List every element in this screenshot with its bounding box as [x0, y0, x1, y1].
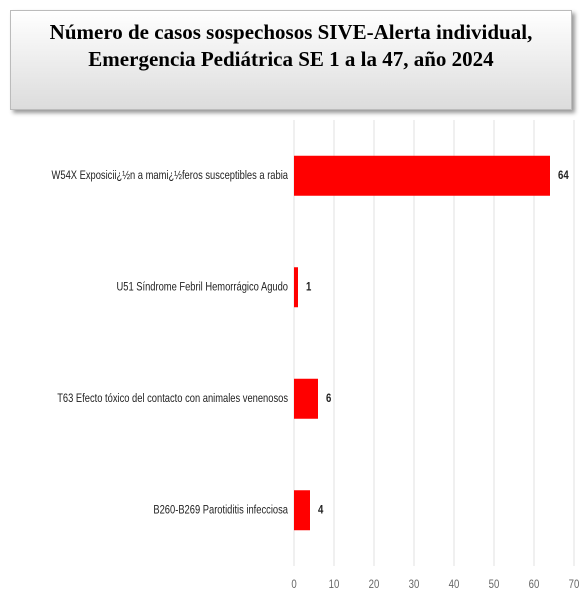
x-tick-group: 40: [449, 578, 460, 591]
x-tick-label: 20: [369, 578, 380, 591]
x-tick-group: 50: [489, 578, 500, 591]
value-label-group: 6: [326, 392, 331, 405]
x-tick-label: 70: [569, 578, 580, 591]
bar: [294, 378, 318, 419]
value-label-group: 4: [318, 503, 323, 516]
y-tick-group: W54X Exposicii¿½n a mami¿½feros suscepti…: [52, 169, 288, 182]
value-label: 6: [326, 392, 331, 405]
bar: [294, 490, 310, 531]
x-tick-group: 10: [329, 578, 340, 591]
x-tick-label: 40: [449, 578, 460, 591]
value-label: 4: [318, 503, 323, 516]
x-tick-group: 60: [529, 578, 540, 591]
bar: [294, 155, 550, 196]
x-tick-group: 70: [569, 578, 580, 591]
chart-title: Número de casos sospechosos SIVE-Alerta …: [10, 10, 572, 110]
y-tick-label: B260-B269 Parotiditis infecciosa: [153, 503, 288, 516]
x-tick-label: 0: [291, 578, 296, 591]
y-tick-label: W54X Exposicii¿½n a mami¿½feros suscepti…: [52, 169, 288, 182]
value-label: 1: [306, 280, 311, 293]
y-tick-group: B260-B269 Parotiditis infecciosa: [153, 503, 288, 516]
value-label-group: 64: [558, 169, 569, 182]
y-tick-label: T63 Efecto tóxico del contacto con anima…: [57, 392, 288, 405]
x-tick-group: 30: [409, 578, 420, 591]
y-tick-label: U51 Síndrome Febril Hemorrágico Agudo: [116, 280, 288, 293]
value-label: 64: [558, 169, 569, 182]
x-tick-label: 10: [329, 578, 340, 591]
x-tick-group: 20: [369, 578, 380, 591]
y-tick-group: U51 Síndrome Febril Hemorrágico Agudo: [116, 280, 288, 293]
x-tick-group: 0: [291, 578, 296, 591]
x-tick-label: 50: [489, 578, 500, 591]
y-tick-group: T63 Efecto tóxico del contacto con anima…: [57, 392, 288, 405]
x-tick-label: 60: [529, 578, 540, 591]
x-tick-label: 30: [409, 578, 420, 591]
bar: [294, 267, 298, 308]
value-label-group: 1: [306, 280, 311, 293]
